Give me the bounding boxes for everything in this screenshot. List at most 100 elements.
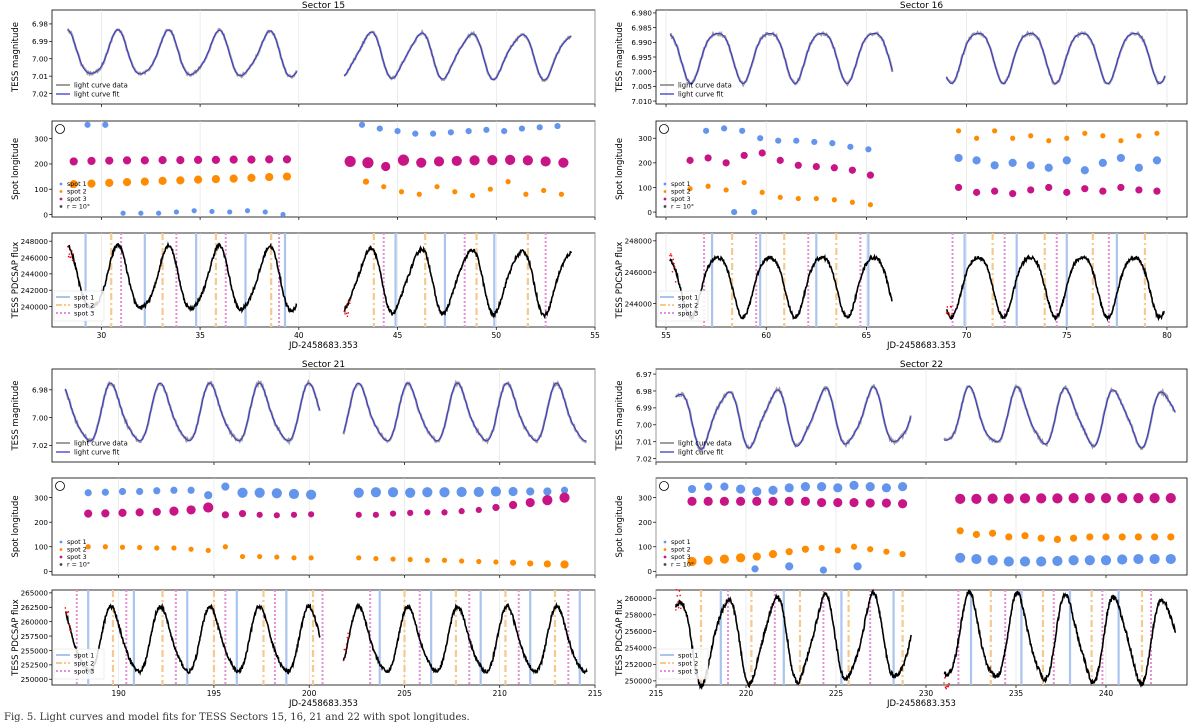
legend-marker <box>59 563 63 566</box>
spot-marker-spot2 <box>416 191 422 197</box>
legend-label: spot 2 <box>671 189 691 196</box>
spot-marker-spot2 <box>1070 534 1078 542</box>
spot-marker-spot3 <box>1135 186 1143 194</box>
y-tick-label: 7.01 <box>636 438 652 447</box>
y-tick-label: 200 <box>34 518 48 527</box>
flagged-point <box>348 302 351 305</box>
flagged-point <box>951 312 953 315</box>
spot-marker-spot2 <box>211 175 220 184</box>
legend-label-fit: light curve fit <box>74 449 120 457</box>
spot-marker-spot2 <box>818 544 825 552</box>
y-tick-label: 262500 <box>21 603 49 612</box>
spot-marker-spot3 <box>1019 493 1031 504</box>
x-axis-label: JD-2458683.353 <box>288 341 358 351</box>
x-tick-label: 220 <box>739 689 754 698</box>
plot-frame <box>655 368 1188 463</box>
spot-marker-spot1 <box>687 484 697 494</box>
flagged-point <box>679 594 681 597</box>
spot-marker-spot3 <box>256 511 263 518</box>
light-curve-fit-line <box>675 386 912 450</box>
y-tick-label: 0 <box>647 567 652 576</box>
spot-marker-spot1 <box>358 121 366 128</box>
spot-marker-spot1 <box>793 137 800 144</box>
spot-marker-spot3 <box>973 188 981 196</box>
panel-title: Sector 22 <box>900 360 943 370</box>
spot-marker-spot3 <box>118 508 127 517</box>
flagged-point <box>675 609 677 611</box>
spot-marker-spot1 <box>1080 166 1089 175</box>
spot-marker-spot1 <box>405 487 416 498</box>
legend-label: spot 2 <box>678 660 698 668</box>
spot-marker-spot3 <box>987 493 998 504</box>
spot-marker-spot3 <box>265 155 274 164</box>
spot-marker-spot1 <box>1044 163 1053 172</box>
spot-marker-spot1 <box>394 128 401 135</box>
legend-label: spot 1 <box>67 539 87 546</box>
spot-marker-spot3 <box>752 496 762 506</box>
spot-marker-spot1 <box>170 486 178 494</box>
legend-label: spot 1 <box>678 294 698 302</box>
spot-marker-spot1 <box>153 487 161 495</box>
spot-marker-spot2 <box>229 174 238 183</box>
flagged-point <box>66 245 69 248</box>
spot-marker-spot1 <box>483 126 490 133</box>
spot-marker-spot3 <box>812 162 820 171</box>
y-tick-label: 0 <box>43 567 48 576</box>
spot-marker-spot1 <box>101 488 109 496</box>
spot-marker-spot1 <box>853 562 862 571</box>
spot-marker-spot3 <box>122 156 132 165</box>
spot-marker-spot3 <box>848 166 856 174</box>
spot-marker-spot1 <box>244 208 251 214</box>
legend-label: spot 3 <box>74 310 94 318</box>
y-tick-label: 100 <box>34 543 48 552</box>
y-tick-label: 0 <box>43 210 48 219</box>
spot-marker-spot1 <box>473 486 484 498</box>
spot-marker-spot3 <box>152 507 161 516</box>
spot-marker-spot2 <box>989 529 997 537</box>
spot-marker-spot3 <box>525 497 535 508</box>
y-tick-label: 7.01 <box>32 72 48 81</box>
flagged-point <box>342 659 345 662</box>
plot-frame <box>51 120 596 218</box>
spot-marker-spot1 <box>447 129 454 136</box>
x-tick-label: 65 <box>862 331 872 340</box>
spot-marker-spot3 <box>362 157 374 169</box>
spot-marker-spot3 <box>687 496 697 506</box>
spot-marker-spot3 <box>504 154 516 166</box>
spot-marker-spot1 <box>271 488 282 499</box>
x-axis-label: JD-2458683.353 <box>886 699 956 709</box>
flagged-point <box>678 590 681 592</box>
panel-mag: 6.98 6.99 7.00 7.01 7.02 TESS magnitude Sector… <box>11 1 596 107</box>
spot-marker-spot1 <box>118 487 127 496</box>
spot-marker-spot1 <box>84 489 92 497</box>
spot-marker-spot2 <box>119 544 126 550</box>
spot-marker-spot2 <box>291 555 297 561</box>
spot-marker-spot3 <box>768 496 778 506</box>
spot-marker-spot1 <box>1117 554 1128 565</box>
flagged-point <box>671 271 674 273</box>
reference-circle <box>659 124 669 134</box>
spot-marker-spot3 <box>238 510 247 518</box>
spot-marker-spot2 <box>509 559 517 566</box>
legend-label: spot 2 <box>67 547 87 554</box>
spot-marker-spot3 <box>817 497 827 508</box>
spot-marker-spot1 <box>785 562 794 571</box>
y-axis-label: Spot longitude <box>11 495 21 557</box>
y-tick-label: 240000 <box>21 302 49 311</box>
legend-label-data: light curve data <box>74 82 128 90</box>
spot-marker-spot2 <box>558 191 565 197</box>
spot-marker-spot3 <box>1117 183 1125 192</box>
spot-marker-spot3 <box>1045 183 1053 192</box>
spot-marker-spot1 <box>227 209 233 215</box>
flux-data-line <box>343 244 573 319</box>
spot-marker-spot2 <box>956 527 964 535</box>
flagged-point <box>68 624 70 626</box>
spot-marker-spot2 <box>752 552 761 561</box>
spot-marker-spot3 <box>203 502 214 513</box>
spot-marker-spot1 <box>554 122 561 130</box>
legend-label-fit: light curve fit <box>678 449 724 457</box>
spot-marker-spot3 <box>849 497 859 508</box>
